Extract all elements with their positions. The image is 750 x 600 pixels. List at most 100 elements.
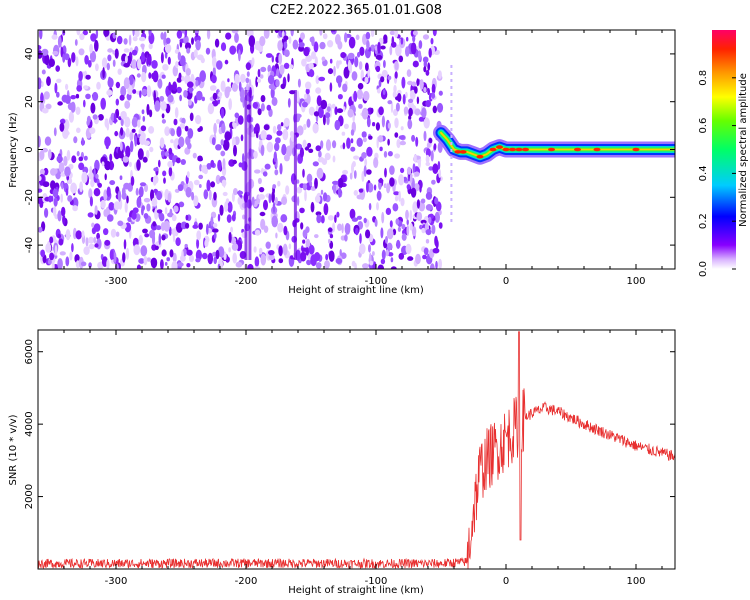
spectrogram-noise-blob — [78, 162, 85, 171]
spectrogram-noise-blob — [299, 147, 304, 158]
spectrogram-noise-blob — [40, 249, 45, 258]
spectrogram-noise-blob — [220, 139, 224, 146]
spectrogram-noise-blob — [305, 88, 310, 95]
spectrogram-noise-blob — [246, 71, 250, 77]
spectrogram-xlabel: Height of straight line (km) — [288, 285, 424, 296]
spectrogram-noise-blob — [87, 172, 95, 180]
spectrogram-noise-blob — [109, 249, 114, 261]
spectrogram-noise-blob — [185, 214, 189, 221]
spectrogram-noise-blob — [157, 78, 163, 89]
spectrogram-noise-blob — [125, 247, 130, 260]
spectrogram-noise-blob — [178, 136, 185, 148]
spectrogram-noise-blob — [101, 161, 105, 167]
spectrogram-noise-blob — [245, 62, 252, 71]
spectrogram-noise-blob — [237, 190, 243, 195]
spectrogram-noise-blob — [421, 107, 427, 119]
spectrogram-noise-blob — [300, 222, 304, 230]
spectrogram-noise-blob — [95, 63, 99, 72]
spectrogram-noise-blob — [167, 94, 174, 103]
spectrogram-noise-blob — [206, 223, 209, 235]
spectrogram-noise-blob — [52, 188, 59, 198]
spectrogram-noise-blob — [120, 118, 124, 127]
spectrogram-noise-blob — [425, 161, 431, 167]
spectrogram-noise-blob — [370, 30, 375, 37]
spectrogram-noise-blob — [327, 40, 334, 48]
spectrogram-noise-blob — [39, 168, 45, 175]
spectrogram-noise-blob — [127, 216, 133, 222]
spectrogram-noise-blob — [306, 173, 313, 183]
spectrogram-noise-blob — [355, 34, 360, 41]
spectrogram-noise-blob — [265, 53, 273, 58]
spectrogram-noise-blob — [163, 35, 167, 46]
spectrogram-noise-blob — [385, 249, 389, 257]
spectrogram-noise-blob — [308, 148, 314, 153]
spectrogram-noise-blob — [385, 207, 392, 215]
spectrogram-noise-blob — [380, 45, 386, 50]
spectrogram-noise-blob — [222, 191, 228, 197]
spectrogram-noise-blob — [113, 252, 117, 264]
spectrogram-noise-blob — [349, 172, 353, 180]
spectrogram-noise-blob — [177, 262, 184, 267]
spectrogram-noise-blob — [155, 225, 162, 231]
spectrogram-hotspot — [454, 150, 462, 154]
spectrogram-noise-blob — [400, 37, 404, 45]
spectrogram-noise-blob — [275, 137, 281, 144]
spectrogram-noise-blob — [323, 192, 328, 202]
spectrogram-noise-blob — [333, 65, 336, 77]
spectrogram-noise-blob — [109, 180, 116, 186]
spectrogram-noise-blob — [389, 45, 393, 56]
spectrogram-noise-blob — [281, 196, 288, 205]
spectrogram-noise-blob — [212, 228, 219, 233]
spectrogram-noise-blob — [179, 94, 183, 102]
spectrogram-noise-blob — [229, 45, 237, 55]
spectrogram-noise-blob — [373, 184, 377, 191]
spectrogram-noise-blob — [405, 46, 410, 57]
spectrogram-noise-blob — [317, 106, 324, 119]
spectrogram-noise-blob — [396, 239, 401, 249]
spectrogram-noise-blob — [302, 168, 305, 178]
spectrogram-noise-blob — [381, 115, 385, 128]
spectrogram-noise-blob — [425, 154, 430, 164]
spectrogram-noise-blob — [378, 178, 384, 183]
spectrogram-noise-blob — [398, 135, 406, 140]
spectrogram-noise-blob — [391, 36, 395, 46]
spectrogram-noise-blob — [428, 216, 432, 224]
spectrogram-noise-blob — [44, 53, 50, 66]
spectrogram-noise-blob — [425, 239, 430, 244]
spectrogram-noise-blob — [149, 109, 153, 118]
spectrogram-hotspot — [548, 147, 555, 152]
spectrogram-noise-blob — [81, 171, 88, 184]
spectrogram-noise-blob — [280, 214, 288, 223]
spectrogram-noise-blob — [350, 146, 356, 152]
spectrogram-noise-blob — [56, 155, 63, 163]
spectrogram-noise-blob — [216, 119, 220, 124]
spectrogram-noise-blob — [260, 66, 267, 73]
spectrogram-noise-blob — [103, 189, 108, 202]
spectrogram-noise-blob — [76, 30, 81, 36]
spectrogram-hotspot — [522, 147, 529, 152]
spectrogram-noise-blob — [128, 74, 134, 86]
spectrogram-noise-blob — [254, 40, 261, 51]
spectrogram-noise-blob — [354, 262, 357, 269]
spectrogram-noise-blob — [325, 253, 329, 261]
spectrogram-noise-blob — [357, 82, 364, 90]
spectrogram-noise-blob — [318, 150, 322, 158]
spectrogram-noise-blob — [425, 69, 430, 76]
spectrogram-noise-blob — [423, 247, 429, 256]
spectrogram-noise-blob — [195, 80, 199, 87]
spectrogram-noise-blob — [332, 155, 336, 163]
spectrogram-noise-blob — [212, 56, 217, 68]
spectrogram-noise-blob — [153, 175, 159, 184]
spectrogram-noise-blob — [288, 36, 292, 44]
spectrogram-noise-blob — [41, 48, 49, 56]
spectrogram-noise-blob — [353, 155, 360, 160]
spectrogram-noise-blob — [431, 179, 436, 185]
spectrogram-noise-blob — [414, 108, 421, 116]
spectrogram-noise-blob — [253, 126, 257, 134]
spectrogram-hotspot — [593, 147, 601, 152]
colorbar-tick-label: 0.0 — [698, 261, 709, 277]
spectrogram-noise-blob — [425, 229, 432, 236]
spectrogram-noise-blob — [159, 137, 165, 149]
spectrogram-noise-blob — [83, 155, 88, 161]
spectrogram-noise-blob — [436, 102, 444, 113]
